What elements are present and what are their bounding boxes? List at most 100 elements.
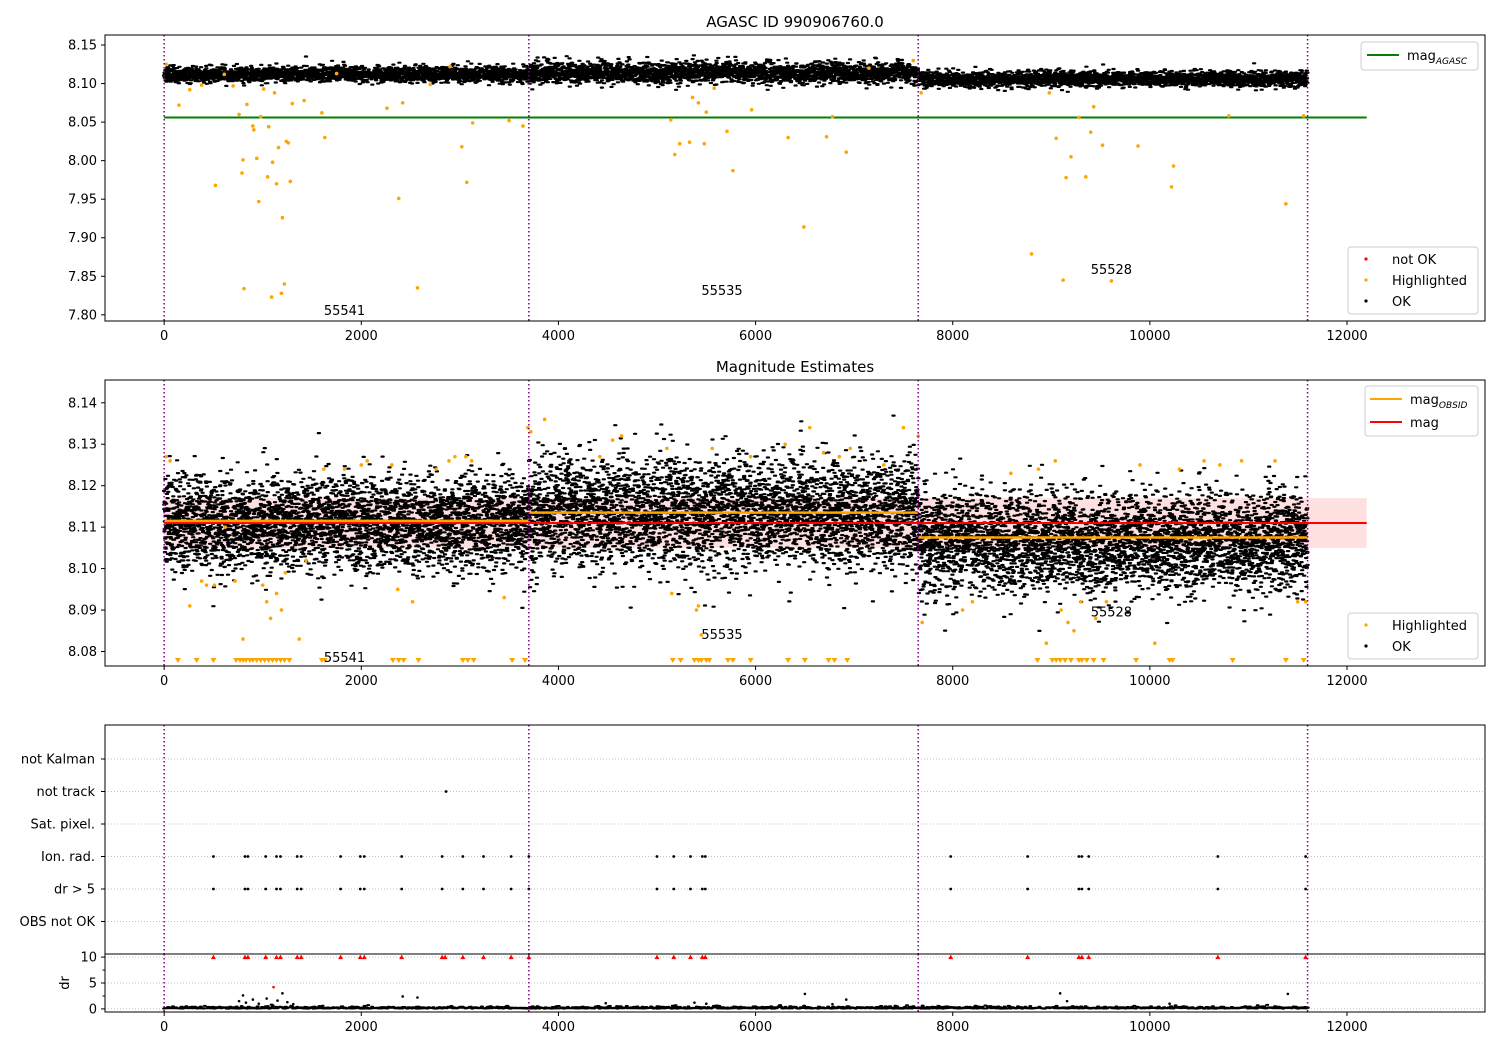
panel2-y-tick-label: 8.11 [68,521,97,536]
panel1-y-tick-label: 7.95 [68,193,97,208]
highlighted-point [400,101,405,105]
panel2-x-tick-label: 8000 [936,674,969,689]
highlighted-point [297,637,301,641]
highlighted-point [1301,114,1306,118]
flag-point [703,855,707,858]
flag-point [275,855,278,858]
dr-axis-label: dr [58,976,73,990]
highlighted-point [920,620,924,625]
highlighted-point [665,446,669,451]
highlighted-point [807,425,812,430]
panel4-frame [104,953,1486,1013]
dr-clipped-high-marker [654,954,660,960]
highlighted-point [1053,459,1058,463]
obsid-label: 55535 [701,628,742,643]
clipped-low-marker [1300,658,1307,663]
clipped-low-marker [400,658,407,663]
dr-outlier [704,1002,708,1006]
flag-point [672,887,676,891]
highlighted-point [1036,467,1041,471]
flag-point [1080,887,1084,891]
highlighted-point [199,83,204,87]
highlighted-point [916,434,921,438]
highlighted-point [213,183,218,188]
panel1-obsid-labels: 55541 55535 55528 [324,263,1132,319]
highlighted-point [270,160,275,164]
highlighted-point [212,583,217,587]
panel2-ok-cloud [161,432,531,609]
dr-clipped-high-marker [245,954,251,960]
panel1-highlighted-points [164,58,1306,299]
highlighted-point [448,64,452,69]
highlighted-point [304,558,308,563]
panel2-legend-points: Highlighted OK [1347,612,1479,660]
highlighted-point [231,84,235,88]
highlighted-point [1273,459,1277,463]
panel1-y-tick-label: 8.00 [68,154,97,169]
panel4-x-tick-label: 4000 [542,1020,575,1035]
dr-outlier [281,992,284,995]
clipped-low-marker [1083,658,1090,663]
legend-highlighted-label: Highlighted [1392,274,1467,289]
clipped-low-marker [1169,658,1176,663]
panel2-legend-points-box [1347,612,1479,660]
highlighted-point [598,454,602,459]
panel2-x-tick-label: 2000 [345,674,378,689]
highlighted-point [699,633,704,637]
flag-point [949,855,953,858]
panel1-x-tick-label: 8000 [936,329,969,344]
highlighted-point [463,454,468,459]
highlighted-point [1088,130,1093,134]
dr-clipped-high-marker [688,954,694,960]
highlighted-point [1104,599,1109,604]
highlighted-point [365,459,370,463]
flag-point [689,887,692,891]
panel2-obsid-labels: 55541 55535 55528 [324,605,1132,666]
flag-point [509,855,513,858]
highlighted-point [258,114,263,119]
flag-point [1026,855,1030,858]
flag-point [275,887,278,891]
flag-point [461,887,465,891]
flag-point [1077,887,1081,891]
clipped-low-marker [1133,658,1140,663]
legend-mag-obsid-label: magOBSID [1410,393,1468,411]
clipped-low-marker [747,658,754,663]
flag-point [1080,855,1084,858]
dr-outlier [286,1000,289,1004]
highlighted-point [266,124,271,129]
highlighted-point [428,82,433,87]
highlighted-point [867,66,871,70]
dr-clipped-high-marker [702,954,708,960]
highlighted-point [619,434,624,438]
flag-point [264,887,268,891]
panel2-y-tick-label: 8.14 [68,396,97,411]
panel2-title: Magnitude Estimates [716,358,874,376]
panel1-x-tick-label: 2000 [345,329,378,344]
flag-row-label: Ion. rad. [41,850,95,865]
clipped-low-marker [459,658,466,663]
highlighted-point [282,282,287,286]
highlighted-point [1009,471,1013,476]
highlighted-point [187,87,192,92]
highlighted-point [204,583,209,587]
highlighted-point [1171,164,1176,168]
panel2-x-tick-label: 0 [160,674,168,689]
highlighted-point [269,295,274,299]
highlighted-point [233,579,237,583]
clipped-low-marker [273,658,280,663]
flag-point [299,887,303,891]
panel4-x-tick-label: 10000 [1129,1020,1170,1035]
clipped-low-marker [253,658,260,663]
dr-clipped-high-marker [481,954,487,960]
highlighted-point [710,446,714,451]
highlighted-point [222,72,227,77]
flag-point [700,855,704,858]
flag-point [440,887,444,891]
highlighted-point [696,604,701,608]
dr-clipped-high-marker [361,954,367,960]
obsid-label: 55541 [324,651,365,666]
highlighted-point [164,62,168,67]
clipped-low-marker [464,658,471,663]
